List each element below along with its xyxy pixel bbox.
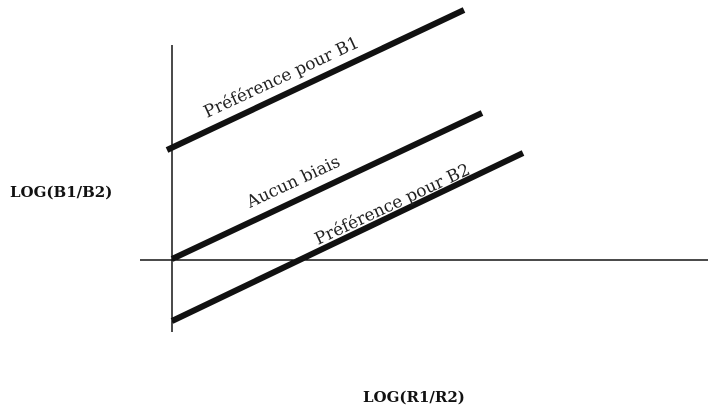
line-no-bias (170, 110, 484, 262)
line-preference-b1 (165, 7, 466, 153)
y-axis-label: LOG(B1/B2) (10, 183, 113, 201)
line-preference-b2 (170, 150, 525, 324)
x-axis-label: LOG(R1/R2) (363, 388, 465, 406)
label-preference-b1: Préférence pour B1 (201, 33, 363, 123)
